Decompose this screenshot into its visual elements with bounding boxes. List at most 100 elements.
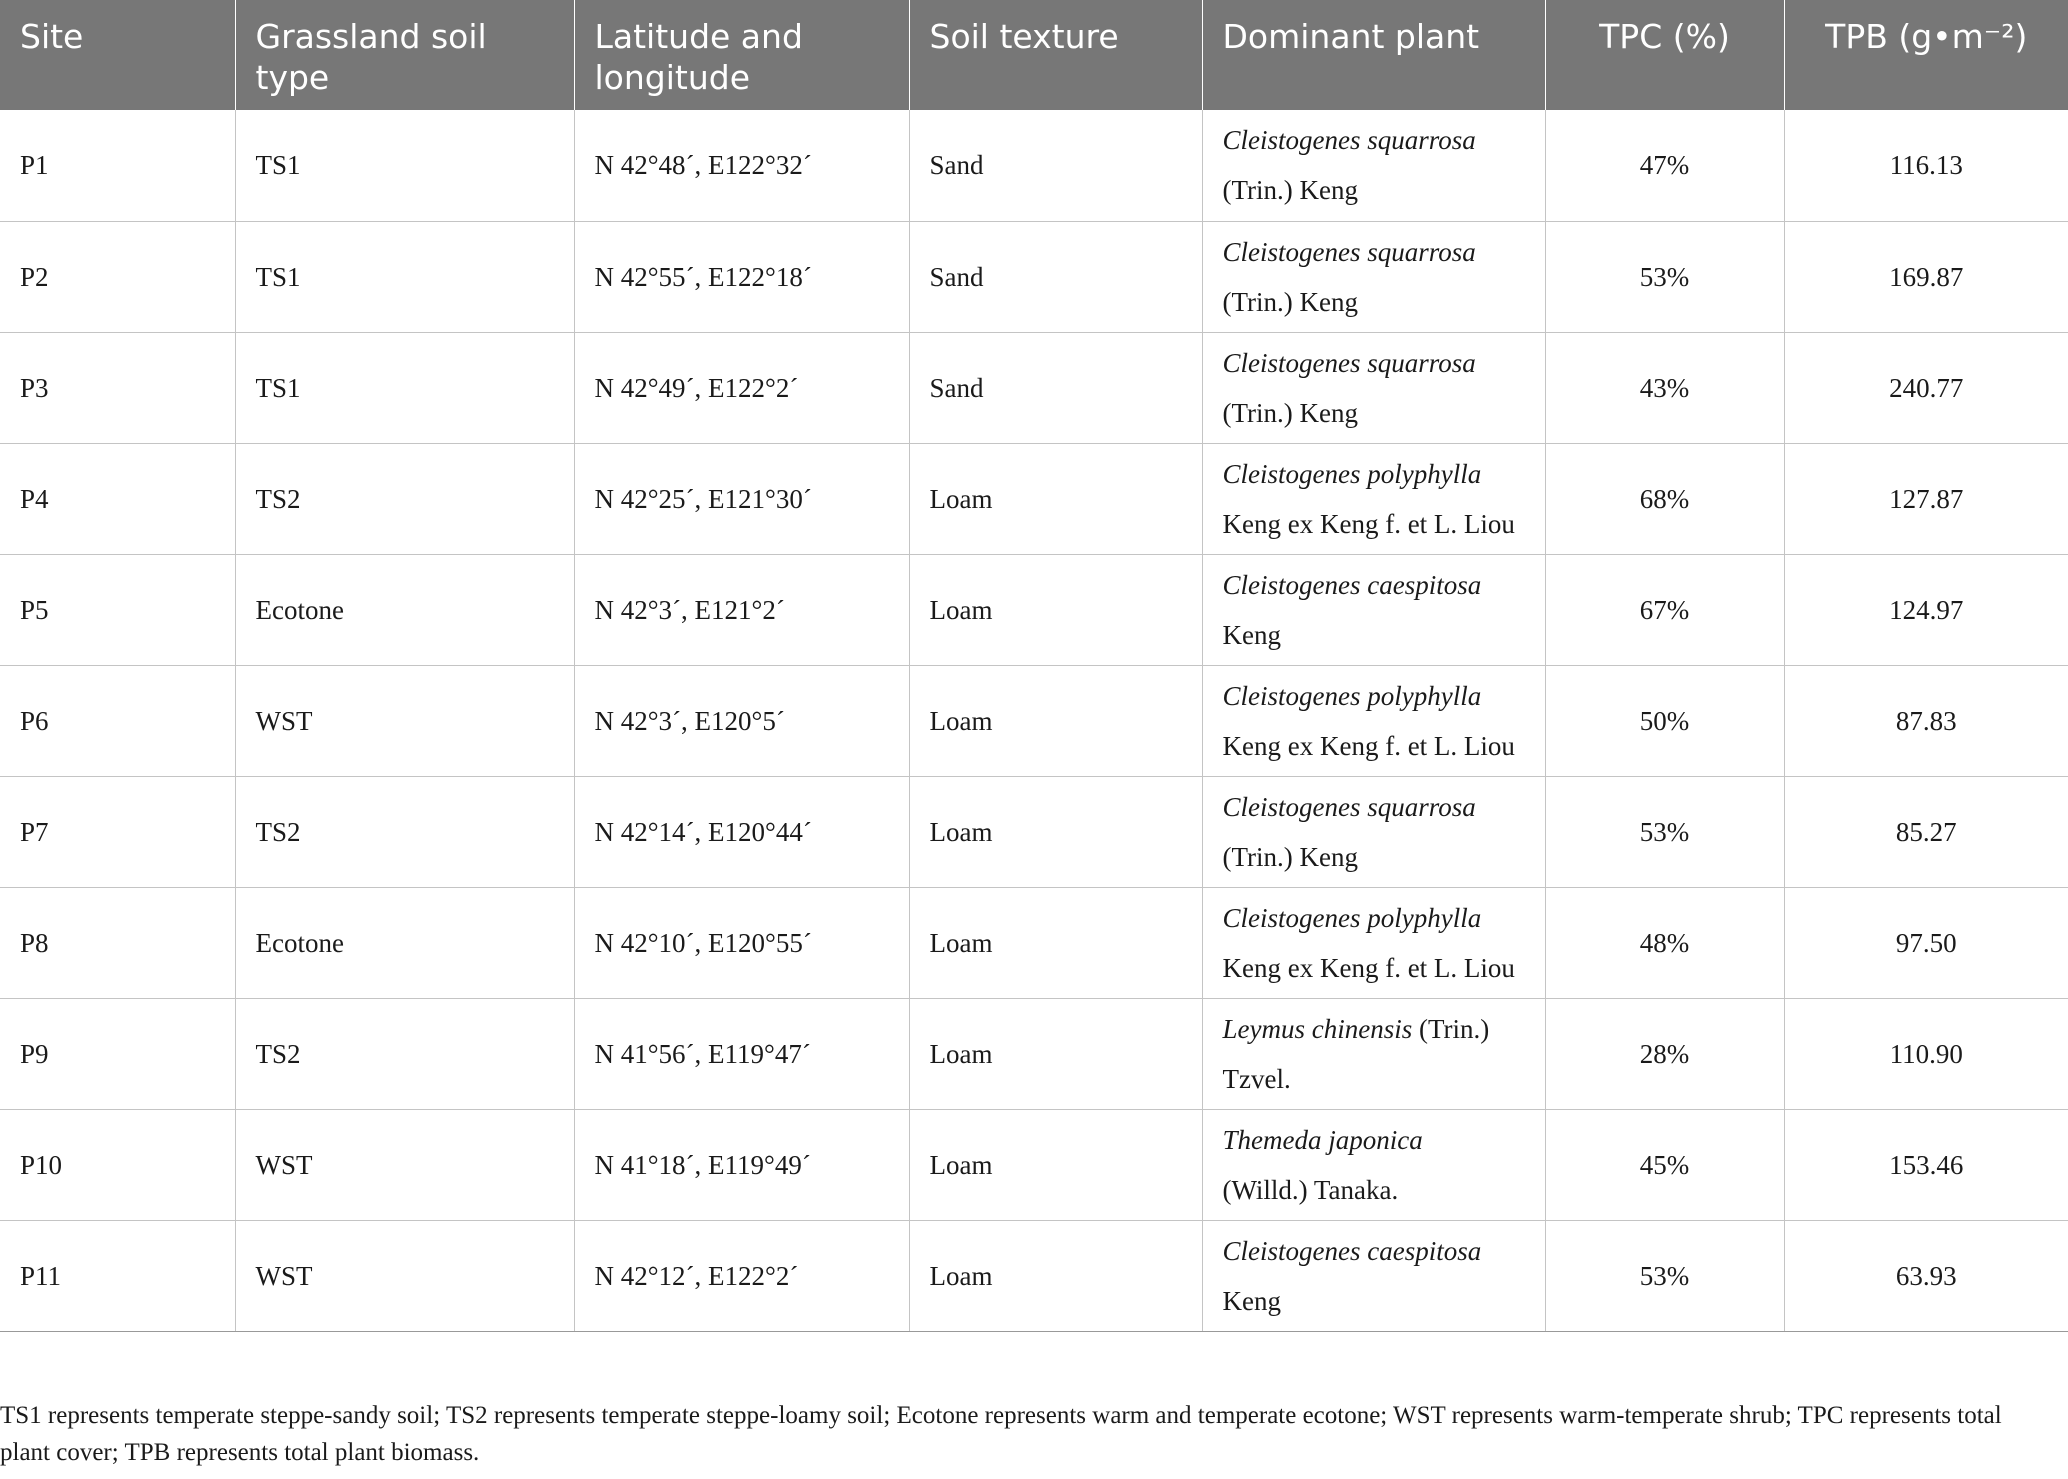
cell-soil-texture: Loam (909, 998, 1203, 1110)
cell-soil-texture: Sand (909, 110, 1203, 222)
plant-scientific-name: Themeda japonica (1222, 1124, 1423, 1155)
cell-soil-texture: Loam (909, 887, 1203, 999)
cell-soil-texture: Loam (909, 554, 1203, 666)
plant-authority: Keng ex Keng f. et L. Liou (1222, 508, 1515, 539)
cell-tpc: 47% (1545, 110, 1785, 222)
header-latitude-longitude: Latitude and longitude (574, 0, 910, 110)
plant-authority: Keng (1222, 1285, 1281, 1316)
cell-dominant-plant: Cleistogenes squarrosa (Trin.) Keng (1202, 332, 1546, 444)
plant-authority: (Trin.) Keng (1222, 397, 1359, 428)
table-body: P1 TS1 N 42°48´, E122°32´ Sand Cleistogenes … (0, 110, 2068, 1332)
table-row: P1 TS1 N 42°48´, E122°32´ Sand Cleistogenes … (0, 110, 2068, 222)
table-row: P7 TS2 N 42°14´, E120°44´ Loam Cleistogenes … (0, 776, 2068, 888)
cell-site: P8 (0, 887, 236, 999)
cell-soil-type: TS2 (235, 443, 575, 555)
cell-coordinates: N 42°55´, E122°18´ (574, 221, 910, 333)
table-header-row: Site Grassland soil type Latitude and lo… (0, 0, 2068, 110)
plant-scientific-name: Cleistogenes caespitosa (1222, 569, 1482, 600)
cell-soil-texture: Loam (909, 1220, 1203, 1332)
plant-scientific-name: Cleistogenes polyphylla (1222, 680, 1482, 711)
cell-coordinates: N 42°48´, E122°32´ (574, 110, 910, 222)
plant-authority: (Trin.) Keng (1222, 841, 1359, 872)
cell-coordinates: N 41°56´, E119°47´ (574, 998, 910, 1110)
header-dominant-plant: Dominant plant (1202, 0, 1546, 110)
header-site: Site (0, 0, 236, 110)
cell-tpb: 169.87 (1784, 221, 2068, 333)
cell-soil-type: WST (235, 1220, 575, 1332)
plant-scientific-name: Cleistogenes squarrosa (1222, 791, 1476, 822)
plant-scientific-name: Cleistogenes caespitosa (1222, 1235, 1482, 1266)
cell-tpc: 50% (1545, 665, 1785, 777)
plant-authority: Keng (1222, 619, 1281, 650)
header-tpb: TPB (g•m⁻²) (1784, 0, 2068, 110)
plant-scientific-name: Leymus chinensis (1222, 1013, 1413, 1044)
cell-coordinates: N 42°49´, E122°2´ (574, 332, 910, 444)
cell-site: P9 (0, 998, 236, 1110)
cell-soil-type: TS1 (235, 221, 575, 333)
cell-site: P5 (0, 554, 236, 666)
table-row: P6 WST N 42°3´, E120°5´ Loam Cleistogenes po… (0, 665, 2068, 777)
cell-coordinates: N 42°10´, E120°55´ (574, 887, 910, 999)
table-row: P10 WST N 41°18´, E119°49´ Loam Themeda japo… (0, 1109, 2068, 1221)
cell-tpb: 153.46 (1784, 1109, 2068, 1221)
cell-dominant-plant: Themeda japonica (Willd.) Tanaka. (1202, 1109, 1546, 1221)
cell-site: P4 (0, 443, 236, 555)
cell-coordinates: N 42°25´, E121°30´ (574, 443, 910, 555)
plant-authority: Keng ex Keng f. et L. Liou (1222, 952, 1515, 983)
cell-dominant-plant: Cleistogenes polyphylla Keng ex Keng f. e… (1202, 443, 1546, 555)
cell-soil-texture: Loam (909, 1109, 1203, 1221)
cell-coordinates: N 42°12´, E122°2´ (574, 1220, 910, 1332)
cell-soil-texture: Loam (909, 443, 1203, 555)
cell-soil-texture: Loam (909, 665, 1203, 777)
table-row: P5 Ecotone N 42°3´, E121°2´ Loam Cleistogene… (0, 554, 2068, 666)
table-row: P4 TS2 N 42°25´, E121°30´ Loam Cleistogenes … (0, 443, 2068, 555)
cell-dominant-plant: Cleistogenes caespitosa Keng (1202, 1220, 1546, 1332)
cell-coordinates: N 42°3´, E121°2´ (574, 554, 910, 666)
cell-site: P2 (0, 221, 236, 333)
cell-tpb: 63.93 (1784, 1220, 2068, 1332)
plant-scientific-name: Cleistogenes squarrosa (1222, 125, 1476, 156)
cell-tpb: 116.13 (1784, 110, 2068, 222)
cell-site: P1 (0, 110, 236, 222)
cell-soil-type: TS1 (235, 332, 575, 444)
cell-tpc: 68% (1545, 443, 1785, 555)
cell-soil-texture: Sand (909, 332, 1203, 444)
cell-coordinates: N 42°14´, E120°44´ (574, 776, 910, 888)
table-row: P9 TS2 N 41°56´, E119°47´ Loam Leymus chinen… (0, 998, 2068, 1110)
cell-dominant-plant: Cleistogenes polyphylla Keng ex Keng f. e… (1202, 887, 1546, 999)
cell-soil-type: WST (235, 665, 575, 777)
cell-dominant-plant: Cleistogenes caespitosa Keng (1202, 554, 1546, 666)
cell-tpb: 85.27 (1784, 776, 2068, 888)
plant-authority: (Trin.) Keng (1222, 175, 1359, 206)
cell-tpc: 45% (1545, 1109, 1785, 1221)
cell-site: P11 (0, 1220, 236, 1332)
cell-soil-type: Ecotone (235, 554, 575, 666)
cell-soil-texture: Sand (909, 221, 1203, 333)
cell-site: P6 (0, 665, 236, 777)
cell-site: P7 (0, 776, 236, 888)
cell-dominant-plant: Leymus chinensis (Trin.) Tzvel. (1202, 998, 1546, 1110)
plant-authority: (Trin.) Keng (1222, 286, 1359, 317)
cell-soil-texture: Loam (909, 776, 1203, 888)
plant-authority: (Willd.) Tanaka. (1222, 1174, 1399, 1205)
plant-scientific-name: Cleistogenes squarrosa (1222, 236, 1476, 267)
table-row: P8 Ecotone N 42°10´, E120°55´ Loam Cleistoge… (0, 887, 2068, 999)
table-row: P3 TS1 N 42°49´, E122°2´ Sand Cleistogenes s… (0, 332, 2068, 444)
plant-scientific-name: Cleistogenes polyphylla (1222, 902, 1482, 933)
table-row: P2 TS1 N 42°55´, E122°18´ Sand Cleistogenes … (0, 221, 2068, 333)
plant-authority: Keng ex Keng f. et L. Liou (1222, 730, 1515, 761)
table-row: P11 WST N 42°12´, E122°2´ Loam Cleistogenes … (0, 1220, 2068, 1332)
plant-scientific-name: Cleistogenes squarrosa (1222, 347, 1476, 378)
cell-coordinates: N 42°3´, E120°5´ (574, 665, 910, 777)
cell-tpc: 28% (1545, 998, 1785, 1110)
cell-tpb: 87.83 (1784, 665, 2068, 777)
cell-site: P10 (0, 1109, 236, 1221)
cell-tpc: 48% (1545, 887, 1785, 999)
cell-tpc: 53% (1545, 221, 1785, 333)
table-footnote: TS1 represents temperate steppe-sandy so… (0, 1402, 2002, 1466)
plant-scientific-name: Cleistogenes polyphylla (1222, 458, 1482, 489)
cell-soil-type: Ecotone (235, 887, 575, 999)
cell-site: P3 (0, 332, 236, 444)
cell-soil-type: WST (235, 1109, 575, 1221)
header-grassland-soil-type: Grassland soil type (235, 0, 575, 110)
